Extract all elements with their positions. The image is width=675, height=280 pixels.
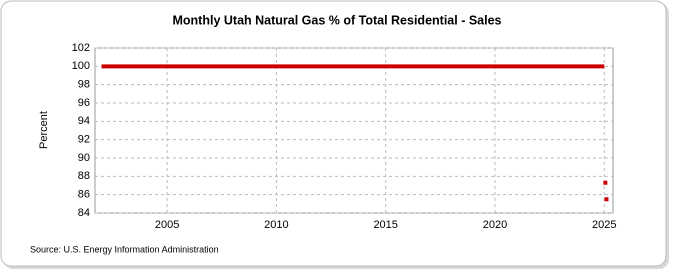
- x-tick-label: 2015: [373, 219, 397, 231]
- y-tick-label: 86: [78, 189, 90, 201]
- x-tick-label: 2025: [592, 219, 616, 231]
- y-tick-label: 90: [78, 152, 90, 164]
- plot-area: [94, 47, 614, 214]
- y-tick-label: 92: [78, 134, 90, 146]
- y-tick-label: 84: [78, 207, 90, 219]
- x-tick-label: 2005: [155, 219, 179, 231]
- source-note: Source: U.S. Energy Information Administ…: [30, 244, 219, 254]
- data-point: [603, 180, 608, 185]
- y-tick-label: 98: [78, 79, 90, 91]
- y-tick-label: 100: [72, 60, 90, 72]
- y-tick-label: 94: [78, 115, 90, 127]
- y-tick-label: 88: [78, 170, 90, 182]
- chart-title: Monthly Utah Natural Gas % of Total Resi…: [173, 13, 502, 27]
- x-tick-label: 2010: [264, 219, 288, 231]
- y-axis-label: Percent: [38, 111, 50, 149]
- y-tick-label: 102: [72, 42, 90, 54]
- y-tick-label: 96: [78, 97, 90, 109]
- data-point: [604, 197, 609, 202]
- x-tick-label: 2020: [483, 219, 507, 231]
